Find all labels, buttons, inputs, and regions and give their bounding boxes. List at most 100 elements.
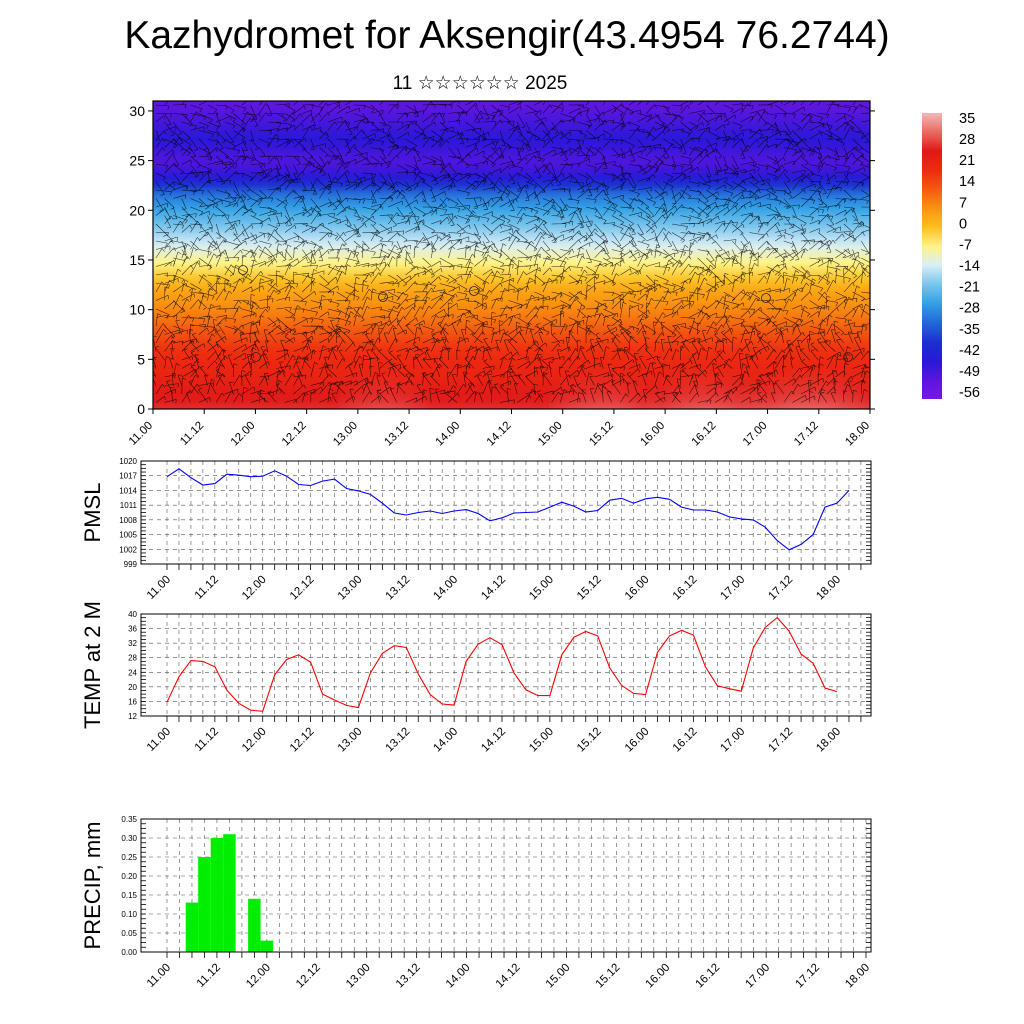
x-tick-label: 15.00 xyxy=(527,574,556,603)
x-tick-label: 11.12 xyxy=(178,420,206,448)
y-tick-label: 1002 xyxy=(119,545,137,554)
minor-ticks xyxy=(141,460,871,570)
y-tick-label: 1017 xyxy=(119,472,137,481)
x-tick-label: 12.12 xyxy=(288,574,317,603)
x-tick-label: 17.00 xyxy=(719,574,748,603)
colorbar-ramp xyxy=(922,113,942,399)
y-tick-label: 28 xyxy=(128,654,137,663)
x-tick-label: 14.12 xyxy=(485,420,514,449)
colorbar-label: 35 xyxy=(959,111,975,127)
y-tick-label: 0.05 xyxy=(121,929,137,938)
x-tick-label: 17.00 xyxy=(719,726,748,755)
calm-circle xyxy=(843,352,853,362)
y-tick-label: 0.15 xyxy=(121,891,137,900)
x-tick-label: 12.12 xyxy=(280,420,309,449)
x-tick-label: 11.00 xyxy=(127,420,155,448)
x-tick-label: 13.00 xyxy=(336,574,365,603)
colorbar-label: 0 xyxy=(959,216,967,232)
x-tick-label: 11.12 xyxy=(195,962,223,990)
x-tick-label: 18.00 xyxy=(814,574,843,603)
x-tick-label: 12.00 xyxy=(240,726,269,755)
x-tick-label: 17.12 xyxy=(792,420,821,449)
minor-ticks xyxy=(141,613,871,722)
temperature-wind-heatmap: 0 5 10 15 20 25 30 11.00 11.12 12.00 12.12 13.00 13.… xyxy=(127,100,875,449)
y-tick-label: 20 xyxy=(129,202,145,218)
pmsl-chart: 999 1002 1005 1008 1011 1014 1017 1020 11.00 11.1… xyxy=(80,457,872,603)
calm-circle xyxy=(251,352,261,362)
y-tick-label: 1005 xyxy=(119,531,137,540)
y-tick-label: 0.20 xyxy=(121,872,137,881)
x-tick-label: 13.12 xyxy=(394,962,423,991)
precip-bar xyxy=(223,834,236,952)
x-tick-label: 11.12 xyxy=(193,726,221,754)
x-tick-label: 14.00 xyxy=(431,726,460,755)
series-line xyxy=(166,468,850,551)
y-tick-label: 36 xyxy=(128,625,137,634)
y-tick-label: 20 xyxy=(128,683,137,692)
calm-circle xyxy=(469,286,479,296)
x-tick-label: 13.00 xyxy=(331,420,360,449)
x-tick-label: 11.00 xyxy=(145,726,173,754)
colorbar-label: 21 xyxy=(959,153,975,169)
x-tick-label: 15.00 xyxy=(536,420,565,449)
chart-subtitle: 11 ☆☆☆☆☆☆ 2025 xyxy=(392,73,568,94)
grid xyxy=(141,614,871,716)
colorbar-label: -42 xyxy=(959,343,980,359)
x-tick-label: 16.00 xyxy=(644,962,673,991)
x-tick-label: 15.12 xyxy=(587,420,616,449)
colorbar-label: 28 xyxy=(959,132,975,148)
y-axis-label: TEMP at 2 M xyxy=(80,601,105,729)
y-tick-label: 0.00 xyxy=(121,948,137,957)
warm-spot xyxy=(338,344,429,409)
precip-bar xyxy=(185,902,199,952)
plot-frame xyxy=(140,460,872,565)
precip-chart: 0.00 0.05 0.10 0.15 0.20 0.25 0.30 0.35 11.00 11.… xyxy=(80,815,872,990)
x-tick-label: 15.00 xyxy=(527,726,556,755)
precip-bar xyxy=(210,838,224,952)
precip-bar xyxy=(248,898,261,952)
y-tick-label: 32 xyxy=(128,639,137,648)
y-tick-label: 0.30 xyxy=(121,834,137,843)
x-tick-label: 17.12 xyxy=(766,574,795,603)
x-tick-label: 17.12 xyxy=(766,726,795,755)
chart-title: Kazhydromet for Aksengir(43.4954 76.2744… xyxy=(124,14,890,57)
wind-barb-lines xyxy=(153,101,870,404)
x-tick-label: 12.12 xyxy=(288,726,317,755)
y-tick-label: 25 xyxy=(129,153,145,169)
plot-frame xyxy=(140,818,872,953)
y-tick-label: 12 xyxy=(128,712,137,721)
x-tick-label: 14.00 xyxy=(431,574,460,603)
wind-barbs xyxy=(153,101,870,404)
y-tick-label: 15 xyxy=(129,252,145,268)
x-tick-label: 13.00 xyxy=(336,726,365,755)
x-tick-label: 17.00 xyxy=(743,962,772,991)
x-tick-label: 14.00 xyxy=(444,962,473,991)
y-tick-label: 1020 xyxy=(119,457,137,466)
colorbar-label: -49 xyxy=(959,364,980,380)
x-tick-label: 16.00 xyxy=(638,420,667,449)
x-tick-label: 18.00 xyxy=(843,962,872,991)
x-tick-label: 16.12 xyxy=(693,962,722,991)
x-tick-label: 17.00 xyxy=(741,420,770,449)
calm-circle xyxy=(761,293,771,303)
x-tick-label: 11.00 xyxy=(145,962,173,990)
y-tick-label: 30 xyxy=(129,103,145,119)
x-tick-label: 16.12 xyxy=(671,726,700,755)
x-tick-label: 12.00 xyxy=(240,574,269,603)
colorbar-label: 14 xyxy=(959,174,975,190)
y-tick-label: 999 xyxy=(124,560,138,569)
colorbar-label: -28 xyxy=(959,301,980,317)
y-axis-label: PMSL xyxy=(80,483,105,543)
colorbar-label: -14 xyxy=(959,259,980,275)
y-tick-label: 0.25 xyxy=(121,853,137,862)
x-tick-label: 17.12 xyxy=(793,962,822,991)
colorbar-label: 7 xyxy=(959,195,967,211)
x-tick-label: 16.12 xyxy=(690,420,719,449)
y-tick-label: 16 xyxy=(128,697,137,706)
x-tick-label: 15.12 xyxy=(575,726,604,755)
x-tick-label: 12.00 xyxy=(229,420,258,449)
colorbar: 35 28 21 14 7 0 -7 -14 -21 -28 -35 -42 -49 -56 xyxy=(922,111,980,401)
x-tick-label: 18.00 xyxy=(843,420,872,449)
x-tick-label: 15.12 xyxy=(575,574,604,603)
